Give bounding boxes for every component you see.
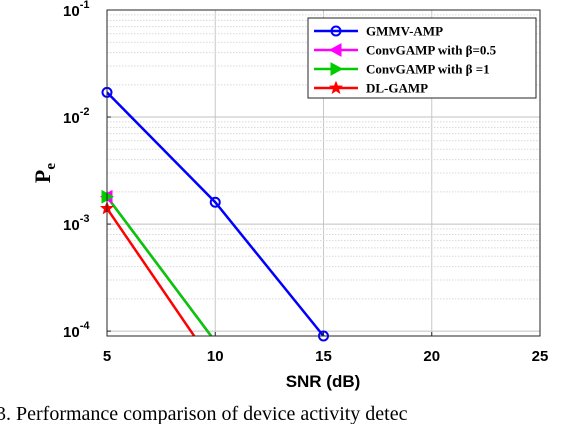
x-tick-label: 15 xyxy=(315,348,332,365)
legend-label-3: ConvGAMP with β =1 xyxy=(366,62,490,77)
y-axis-label: Pe xyxy=(30,163,59,183)
svg-text:Pe: Pe xyxy=(30,163,59,183)
legend-marker-1 xyxy=(330,25,342,37)
x-tick-labels: 5 10 15 20 25 xyxy=(103,332,549,365)
series-layer xyxy=(107,91,325,336)
x-tick-label: 20 xyxy=(423,348,440,365)
series-line-1 xyxy=(107,91,325,336)
series-line-3 xyxy=(107,196,213,336)
y-tick-label: 10-2 xyxy=(63,106,89,127)
y-tick-label: 10-3 xyxy=(63,213,89,234)
x-tick-label: 10 xyxy=(207,348,224,365)
data-point-1-2 xyxy=(209,196,221,208)
legend-marker-3 xyxy=(330,62,344,76)
series-line-4 xyxy=(107,207,196,336)
legend-marker-4 xyxy=(328,80,344,94)
y-axis-label-sub: e xyxy=(43,163,59,170)
legend-label-4: DL-GAMP xyxy=(366,81,428,96)
y-tick-label: 10-1 xyxy=(63,0,89,20)
x-tick-label: 5 xyxy=(103,348,111,365)
x-tick-label: 25 xyxy=(532,348,549,365)
legend-label-1: GMMV-AMP xyxy=(366,24,443,39)
x-axis-label: SNR (dB) xyxy=(286,372,361,391)
legend-marker-2 xyxy=(328,43,342,57)
y-tick-labels: 10-1 10-2 10-3 10-4 xyxy=(63,0,111,341)
y-axis-label-main: P xyxy=(30,170,55,183)
legend: GMMV-AMP ConvGAMP with β=0.5 ConvGAMP with… xyxy=(307,17,537,99)
legend-label-2: ConvGAMP with β=0.5 xyxy=(366,43,497,58)
figure-caption: 3. Performance comparison of device acti… xyxy=(0,403,408,424)
y-tick-label: 10-4 xyxy=(63,320,90,341)
